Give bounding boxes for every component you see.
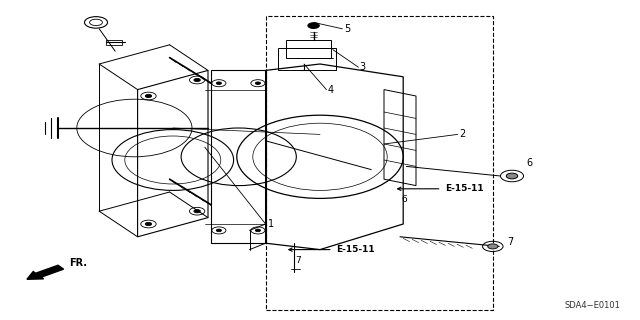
Text: 2: 2: [460, 129, 466, 140]
Text: 5: 5: [344, 24, 351, 34]
Text: E-15-11: E-15-11: [445, 184, 483, 193]
Text: 4: 4: [328, 84, 334, 95]
Circle shape: [506, 173, 518, 179]
Circle shape: [255, 229, 260, 232]
Circle shape: [145, 94, 152, 98]
Text: 6: 6: [402, 196, 407, 204]
Circle shape: [255, 82, 260, 84]
Text: SDA4−E0101: SDA4−E0101: [565, 301, 621, 310]
Text: 3: 3: [360, 62, 366, 72]
Text: 6: 6: [526, 158, 532, 168]
Bar: [278, 48, 336, 70]
Bar: [106, 40, 122, 45]
Circle shape: [216, 82, 221, 84]
Circle shape: [145, 222, 152, 226]
Bar: [286, 40, 331, 58]
Circle shape: [194, 78, 200, 82]
Text: E-15-11: E-15-11: [336, 245, 374, 254]
Circle shape: [308, 23, 319, 28]
Circle shape: [488, 244, 498, 249]
Bar: [266, 16, 493, 310]
Text: 7: 7: [507, 236, 513, 247]
Circle shape: [194, 210, 200, 213]
Text: 1: 1: [268, 219, 274, 229]
Circle shape: [216, 229, 221, 232]
FancyArrow shape: [27, 265, 63, 279]
Text: 7: 7: [295, 256, 300, 265]
Text: FR.: FR.: [69, 258, 87, 268]
